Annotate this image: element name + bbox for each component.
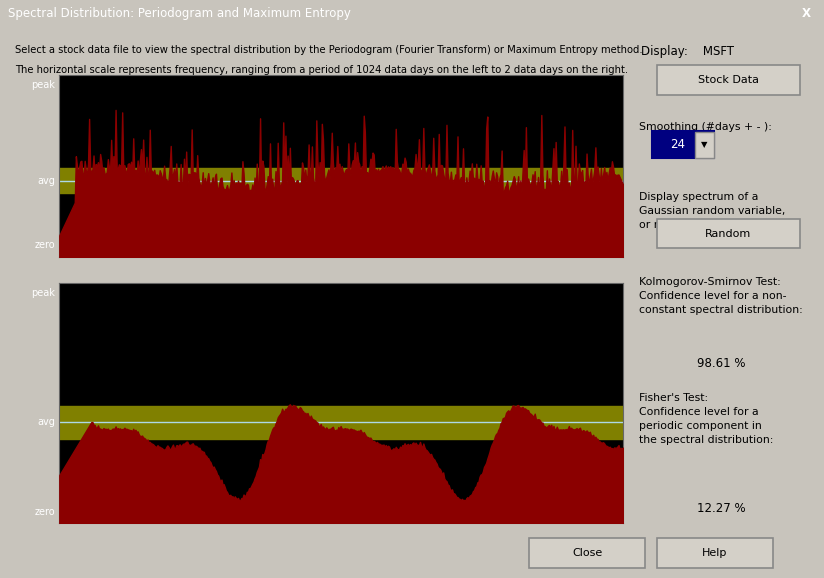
Text: 98.61 %: 98.61 % xyxy=(697,357,745,370)
Bar xyxy=(59,168,623,194)
FancyBboxPatch shape xyxy=(529,538,645,568)
Text: avg: avg xyxy=(37,176,55,186)
Text: peak: peak xyxy=(31,80,55,90)
Text: Random: Random xyxy=(705,228,751,239)
FancyBboxPatch shape xyxy=(657,65,800,95)
Text: ▼: ▼ xyxy=(701,140,708,150)
Text: Periodogram Method:: Periodogram Method: xyxy=(270,80,397,92)
Text: 12.27 %: 12.27 % xyxy=(696,502,746,515)
Text: zero: zero xyxy=(35,507,55,517)
Text: Maximum Entropy Method:: Maximum Entropy Method: xyxy=(254,283,414,296)
FancyBboxPatch shape xyxy=(695,132,714,158)
Text: Display:    MSFT: Display: MSFT xyxy=(641,45,734,58)
Text: Fisher's Test:
Confidence level for a
periodic component in
the spectral distrib: Fisher's Test: Confidence level for a pe… xyxy=(639,393,773,445)
Text: Spectral Distribution: Periodogram and Maximum Entropy: Spectral Distribution: Periodogram and M… xyxy=(8,6,351,20)
Text: Close: Close xyxy=(572,547,602,558)
Bar xyxy=(59,406,623,439)
Text: Display spectrum of a
Gaussian random variable,
or restore original display:: Display spectrum of a Gaussian random va… xyxy=(639,192,785,229)
Text: avg: avg xyxy=(37,417,55,427)
Text: peak: peak xyxy=(31,288,55,298)
Text: The horizontal scale represents frequency, ranging from a period of 1024 data da: The horizontal scale represents frequenc… xyxy=(15,65,628,75)
Text: Smoothing (#days + - ):: Smoothing (#days + - ): xyxy=(639,122,771,132)
FancyBboxPatch shape xyxy=(657,218,800,249)
Text: 24: 24 xyxy=(670,139,685,151)
Text: Help: Help xyxy=(702,547,728,558)
Text: Kolmogorov-Smirnov Test:
Confidence level for a non-
constant spectral distribut: Kolmogorov-Smirnov Test: Confidence leve… xyxy=(639,277,803,315)
Text: Select a stock data file to view the spectral distribution by the Periodogram (F: Select a stock data file to view the spe… xyxy=(15,45,643,55)
FancyBboxPatch shape xyxy=(657,538,773,568)
Text: zero: zero xyxy=(35,240,55,250)
Text: Stock Data: Stock Data xyxy=(698,75,759,85)
Text: X: X xyxy=(802,6,811,20)
FancyBboxPatch shape xyxy=(652,131,714,158)
